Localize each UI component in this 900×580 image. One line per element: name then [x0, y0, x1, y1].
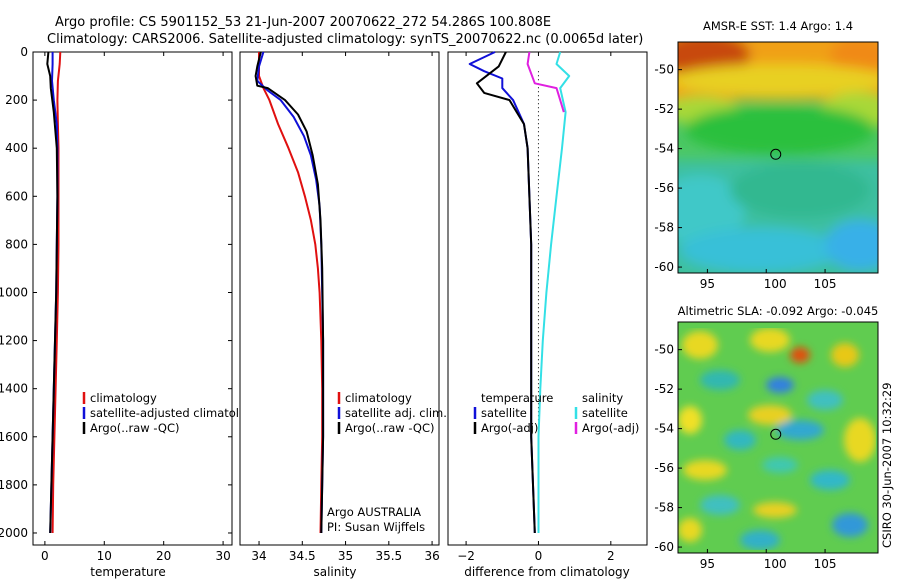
- x-tick-label: 35: [338, 549, 353, 563]
- x-tick-label: 34.5: [289, 549, 316, 563]
- lat-tick-label: -52: [654, 382, 674, 396]
- figure-title: Argo profile: CS 5901152_53 21-Jun-2007 …: [55, 15, 551, 30]
- lat-tick-label: -60: [654, 540, 674, 554]
- legend-argo: Argo(..raw -QC): [345, 421, 435, 435]
- sal-satellite-diff-line: [537, 51, 571, 533]
- lat-tick-label: -50: [654, 63, 674, 77]
- legend-temperature-title: temperature: [481, 391, 553, 405]
- x-tick-label: 20: [156, 549, 171, 563]
- sla-map-title: Altimetric SLA: -0.092 Argo: -0.045: [678, 304, 879, 318]
- legend-satellite: satellite adj. clim.: [345, 406, 447, 420]
- sst-map-frame: [677, 41, 879, 274]
- figure-subtitle: Climatology: CARS2006. Satellite-adjuste…: [47, 32, 643, 47]
- sla-lat-ticks: -50 -52 -54 -56 -58 -60: [654, 343, 682, 554]
- salinity-axes-frame: [239, 51, 440, 546]
- argo-line: [254, 51, 325, 534]
- legend-salinity-title: salinity: [582, 391, 623, 405]
- salinity-legend: climatology satellite adj. clim. Argo(..…: [337, 391, 447, 435]
- lat-tick-label: -54: [654, 142, 674, 156]
- temperature-ticks: 0 10 20 30: [41, 52, 231, 563]
- legend-climatology: climatology: [90, 391, 157, 405]
- sst-field: [678, 42, 878, 273]
- lat-tick-label: -60: [654, 260, 674, 274]
- sal-argo-diff-line: [526, 51, 565, 113]
- difference-lines: [468, 51, 571, 534]
- sla-lon-ticks: 95 100 105: [700, 549, 837, 571]
- depth-tick-label: 1400: [0, 382, 28, 396]
- legend-argo: Argo(..raw -QC): [90, 421, 180, 435]
- legend-sal-satellite: satellite: [582, 406, 628, 420]
- lon-tick-label: 105: [814, 277, 837, 291]
- depth-tick-label: 0: [20, 45, 28, 59]
- lon-tick-label: 95: [700, 277, 715, 291]
- lon-tick-label: 100: [764, 557, 787, 571]
- depth-tick-label: 600: [5, 189, 28, 203]
- sst-map: AMSR-E SST: 1.4 Argo: 1.4 95 100 105 -50-5…: [654, 19, 879, 291]
- sla-map: Altimetric SLA: -0.092 Argo: -0.045: [654, 304, 879, 571]
- lon-tick-label: 95: [700, 557, 715, 571]
- sst-map-title: AMSR-E SST: 1.4 Argo: 1.4: [703, 19, 853, 33]
- x-tick-label: 10: [97, 549, 112, 563]
- lat-tick-label: -56: [654, 181, 674, 195]
- legend-satellite: satellite-adjusted climatology: [90, 406, 260, 420]
- lat-tick-label: -54: [654, 422, 674, 436]
- sst-lat-ticks: -50 -52 -54 -56 -58 -60: [654, 63, 682, 274]
- depth-tick-label: 800: [5, 237, 28, 251]
- climatology-line: [51, 51, 62, 534]
- lon-tick-label: 105: [814, 557, 837, 571]
- salinity-ticks: 34 34.5 35 35.5 36: [251, 52, 440, 563]
- sla-argo-marker: [770, 428, 782, 440]
- argo-line: [46, 51, 59, 534]
- lon-tick-label: 100: [764, 277, 787, 291]
- depth-tick-label: 2000: [0, 526, 28, 540]
- x-tick-label: 0: [535, 549, 543, 563]
- x-tick-label: 35.5: [375, 549, 402, 563]
- temp-argo-diff-line: [475, 51, 536, 534]
- temperature-axes-frame: [32, 51, 233, 546]
- depth-tick-label: 1800: [0, 478, 28, 492]
- legend-temp-argo: Argo(-adj): [481, 421, 538, 435]
- depth-tick-label: 1600: [0, 430, 28, 444]
- depth-tick-label: 1000: [0, 285, 28, 299]
- legend-temp-satellite: satellite: [481, 406, 527, 420]
- x-tick-label: 34: [251, 549, 266, 563]
- difference-xlabel: difference from climatology: [464, 565, 630, 579]
- temperature-legend: climatology satellite-adjusted climatolo…: [82, 391, 260, 435]
- pi-note: PI: Susan Wijffels: [327, 520, 425, 534]
- x-tick-label: 36: [424, 549, 439, 563]
- depth-tick-label: 1200: [0, 334, 28, 348]
- legend-climatology: climatology: [345, 391, 412, 405]
- timestamp-label: CSIRO 30-Jun-2007 10:32:29: [880, 382, 894, 548]
- x-tick-label: 30: [215, 549, 230, 563]
- lat-tick-label: -56: [654, 461, 674, 475]
- difference-ticks: −2 0 2: [457, 52, 615, 563]
- sst-argo-marker: [770, 148, 782, 160]
- x-tick-label: 0: [41, 549, 49, 563]
- lat-tick-label: -58: [654, 501, 674, 515]
- difference-panel: −2 0 2 difference from climatology tempera…: [447, 51, 648, 579]
- legend-sal-argo: Argo(-adj): [582, 421, 639, 435]
- lat-tick-label: -50: [654, 343, 674, 357]
- sst-lon-ticks: 95 100 105: [700, 269, 837, 291]
- x-tick-label: −2: [457, 549, 475, 563]
- temperature-lines: [46, 51, 62, 534]
- salinity-xlabel: salinity: [313, 565, 356, 579]
- difference-axes-frame: [447, 51, 648, 546]
- difference-legend: temperature satellite Argo(-adj) salinit…: [473, 391, 639, 435]
- lat-tick-label: -52: [654, 102, 674, 116]
- x-tick-label: 2: [607, 549, 615, 563]
- argo-program-note: Argo AUSTRALIA: [327, 505, 421, 519]
- salinity-panel: 34 34.5 35 35.5 36 salinity climatology sate…: [239, 51, 447, 579]
- lat-tick-label: -58: [654, 221, 674, 235]
- depth-tick-label: 400: [5, 141, 28, 155]
- salinity-lines: [254, 51, 325, 534]
- sla-map-frame: [677, 321, 879, 554]
- temperature-xlabel: temperature: [90, 565, 165, 579]
- depth-tick-label: 200: [5, 93, 28, 107]
- sla-field: [678, 322, 878, 553]
